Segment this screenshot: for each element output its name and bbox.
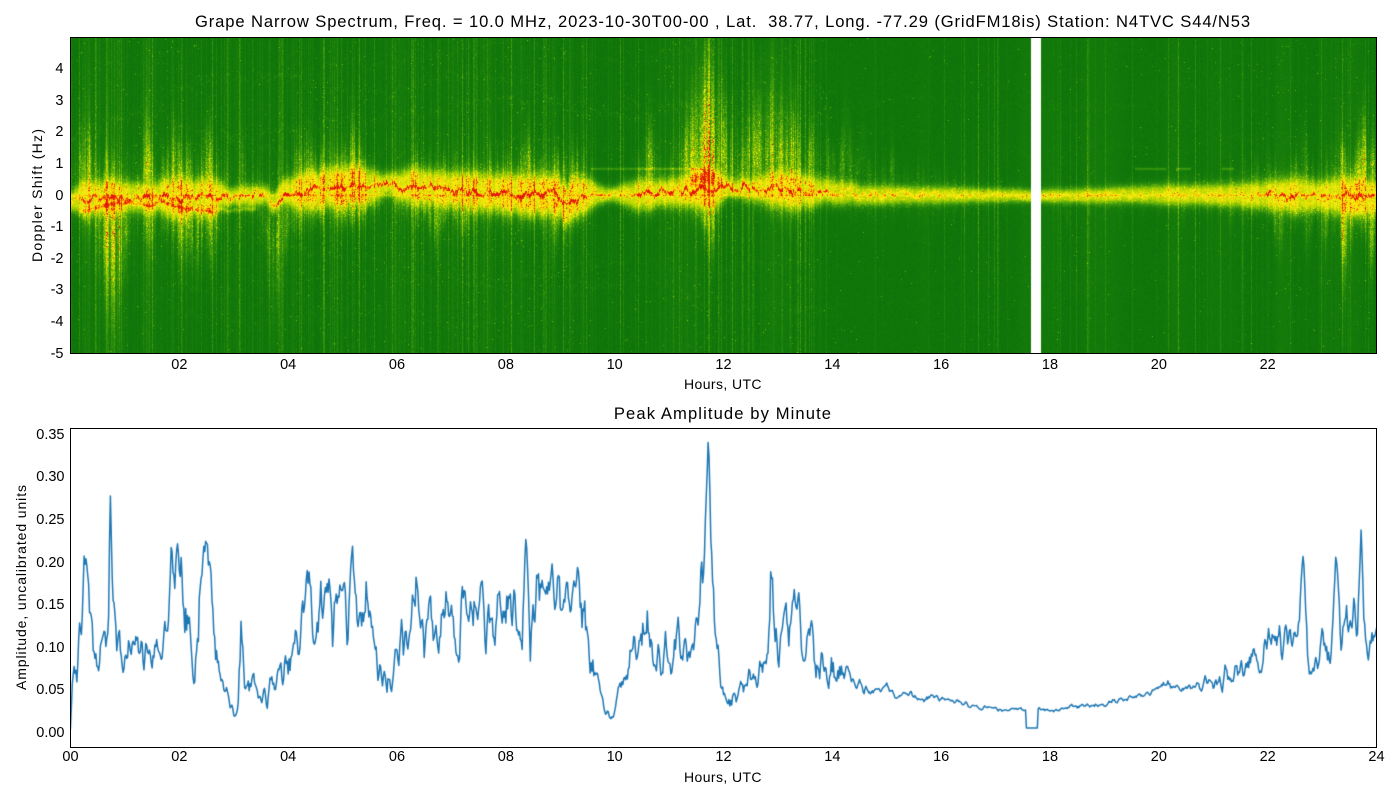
svg-text:Doppler Shift (Hz): Doppler Shift (Hz) [29, 129, 45, 262]
svg-text:Amplitude, uncalibrated units: Amplitude, uncalibrated units [13, 485, 29, 690]
